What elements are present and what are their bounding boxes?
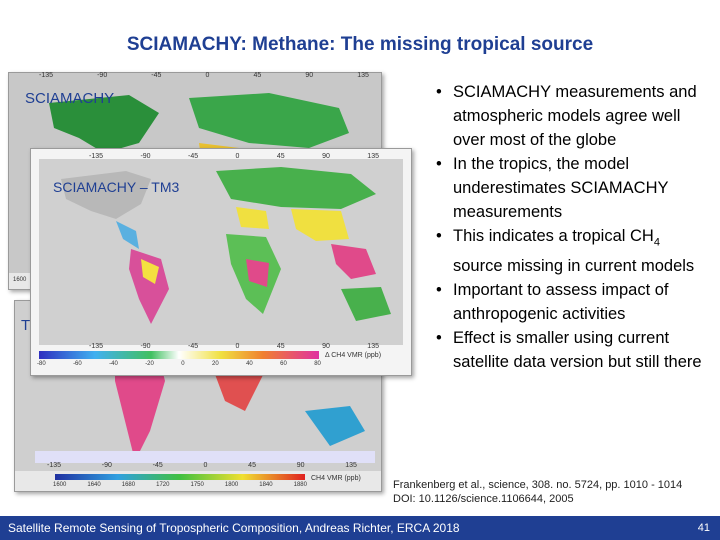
tick-label: 90 [322, 153, 330, 160]
bullet-dot: • [436, 329, 442, 348]
page-number: 41 [697, 522, 710, 534]
back-longitude-ticks: -135 -90 -45 0 45 90 135 [39, 72, 369, 79]
bullet-text: In the tropics, the model underestimates… [453, 155, 669, 221]
tick-label: 1750 [190, 482, 204, 488]
tick-label: 135 [357, 72, 369, 79]
bullet-item: • This indicates a tropical CH4 source mi… [436, 224, 711, 278]
tick-label: 135 [367, 343, 379, 350]
bullet-text-tail: source missing in current models [453, 257, 695, 276]
tick-label: 1880 [293, 482, 307, 488]
tick-label: 1600 [13, 277, 27, 283]
tick-label: -90 [101, 462, 112, 469]
tick-label: 1800 [224, 482, 239, 488]
tick-label: 1600 [53, 482, 67, 488]
tick-label: 0 [203, 462, 208, 469]
sciamachy-tm3-difference-map: -135 -90 -45 0 45 90 135 -135 -90 -45 0 … [30, 148, 412, 376]
tick-label: -90 [97, 72, 108, 79]
bullet-dot: • [436, 155, 442, 173]
tick-label: 1720 [156, 482, 170, 488]
tick-label: 60 [280, 361, 287, 367]
bullet-item: • Effect is smaller using current satelli… [436, 326, 711, 374]
tick-label: -90 [140, 343, 151, 350]
bullet-text: Important to assess impact of anthropoge… [453, 281, 669, 324]
bullet-dot: • [436, 281, 442, 300]
tick-label: -135 [39, 72, 54, 79]
difference-map-label: SCIAMACHY – TM3 [53, 179, 180, 195]
tick-label: -20 [145, 361, 154, 367]
citation: Frankenberg et al., science, 308. no. 57… [393, 478, 682, 506]
tick-label: 40 [246, 361, 253, 367]
bullet-text: SCIAMACHY measurements and atmospheric m… [453, 83, 697, 149]
tick-label: 1680 [121, 482, 136, 488]
tick-label: -40 [109, 361, 118, 367]
bottom-longitude-ticks: -135 -90 -45 0 45 90 135 [47, 462, 357, 469]
slide-title: SCIAMACHY: Methane: The missing tropical… [126, 34, 594, 55]
tick-label: -45 [187, 343, 199, 350]
tick-label: 90 [305, 72, 314, 79]
tick-label: 0 [205, 72, 210, 79]
tick-label: -60 [73, 361, 82, 367]
tick-label: 90 [322, 343, 330, 350]
tick-label: -135 [89, 343, 104, 350]
bullet-item: • In the tropics, the model underestimate… [436, 152, 711, 224]
tick-label: 45 [248, 462, 256, 469]
tick-label: 45 [276, 343, 285, 350]
front-colorbar-ticks: -80 -60 -40 -20 0 20 40 60 80 [37, 361, 321, 367]
tick-label: -135 [47, 462, 62, 469]
tick-label: 0 [235, 343, 240, 350]
footer-text: Satellite Remote Sensing of Tropospheric… [8, 521, 460, 535]
tick-label: 90 [296, 462, 305, 469]
tick-label: 0 [181, 361, 185, 367]
tick-label: 1640 [87, 482, 101, 488]
tick-label: -90 [140, 153, 151, 160]
tick-label: -80 [37, 361, 46, 367]
sciamachy-map-label: SCIAMACHY [25, 90, 115, 107]
tm3-map-label: T [21, 317, 31, 334]
bullet-item: • Important to assess impact of anthropog… [436, 278, 711, 326]
citation-line: Frankenberg et al., science, 308. no. 57… [393, 479, 683, 491]
footer-bar: Satellite Remote Sensing of Tropospheric… [0, 516, 720, 540]
tick-label: 1840 [259, 482, 273, 488]
bullet-dot: • [436, 227, 442, 245]
bullet-list: • SCIAMACHY measurements and atmospheric … [436, 80, 711, 374]
tick-label: 45 [253, 72, 262, 79]
front-longitude-ticks-bottom: -135 -90 -45 0 45 90 135 [89, 343, 379, 350]
bottom-colorbar-ticks: 1600 1640 1680 1720 1750 1800 1840 1880 [53, 482, 307, 488]
tick-label: 80 [314, 361, 321, 367]
tick-label: -45 [152, 462, 163, 469]
tick-label: 45 [276, 153, 285, 160]
difference-map-graphic [39, 159, 403, 359]
bullet-dot: • [436, 83, 442, 101]
tick-label: 135 [367, 153, 379, 160]
bullet-item: • SCIAMACHY measurements and atmospheric … [436, 80, 711, 152]
front-longitude-ticks: -135 -90 -45 0 45 90 135 [89, 153, 379, 160]
bullet-text: This indicates a tropical CH [453, 227, 654, 245]
tick-label: -45 [187, 153, 199, 160]
citation-line: DOI: 10.1126/science.1106644, 2005 [393, 493, 574, 505]
tick-label: -45 [151, 72, 162, 79]
bullet-subscript: 4 [653, 236, 660, 249]
front-colorbar-unit: Δ CH4 VMR (ppb) [325, 352, 382, 359]
bullet-text: Effect is smaller using current satellit… [453, 329, 702, 372]
tick-label: -135 [89, 153, 104, 160]
tick-label: 0 [235, 153, 240, 160]
bottom-colorbar-unit: CH4 VMR (ppb) [311, 475, 361, 482]
tick-label: 20 [211, 361, 219, 367]
tick-label: 135 [345, 462, 357, 469]
